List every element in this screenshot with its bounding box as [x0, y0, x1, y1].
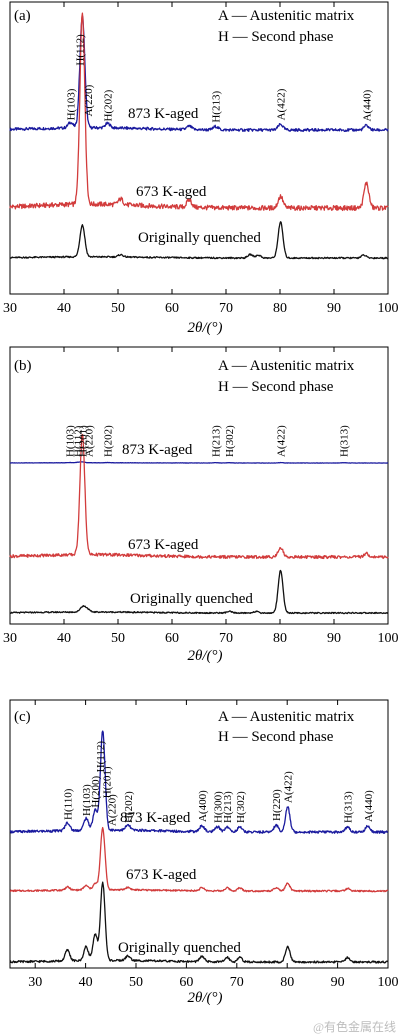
peak-annotation: H(213) — [222, 791, 234, 823]
x-tick-label: 40 — [79, 975, 93, 990]
x-tick-label: 40 — [57, 631, 71, 646]
peak-annotation: H(202) — [103, 89, 115, 121]
x-axis-label: 2θ/(°) — [187, 320, 222, 336]
series-label: 873 K-aged — [128, 106, 199, 122]
peak-annotation: A(422) — [276, 425, 288, 457]
x-tick-label: 80 — [280, 975, 294, 990]
series-label: 873 K-aged — [122, 442, 193, 458]
series-line — [9, 826, 389, 893]
x-tick-label: 100 — [378, 301, 399, 316]
x-tick-label: 70 — [230, 975, 244, 990]
peak-annotation: H(220) — [271, 789, 283, 821]
peak-annotation: H(112) — [95, 741, 107, 773]
peak-annotation: H(202) — [103, 425, 115, 457]
x-tick-label: 60 — [179, 975, 193, 990]
panel-label: (b) — [14, 358, 32, 374]
peak-annotation: H(313) — [339, 425, 351, 457]
peak-annotation: H(300) — [213, 791, 225, 823]
x-tick-label: 50 — [111, 631, 125, 646]
peak-annotation: H(103) — [64, 425, 76, 457]
panel-label: (a) — [14, 8, 31, 24]
series-line — [9, 461, 389, 464]
peak-annotation: A(400) — [197, 790, 209, 822]
series-line — [9, 12, 389, 212]
peak-annotation: H(213) — [211, 91, 223, 123]
peak-annotation: H(313) — [343, 791, 355, 823]
plot-frame — [9, 346, 389, 625]
x-tick-label: 30 — [28, 975, 42, 990]
x-tick-label: 30 — [3, 631, 17, 646]
legend-entry: A — Austenitic matrix — [218, 8, 355, 24]
series-line — [9, 221, 389, 260]
peak-annotation: H(103) — [81, 784, 93, 816]
legend-entry: H — Second phase — [218, 729, 334, 745]
peak-annotation: A(422) — [283, 771, 295, 803]
x-tick-label: 80 — [273, 301, 287, 316]
series-label: 673 K-aged — [128, 537, 199, 553]
x-tick-label: 50 — [111, 301, 125, 316]
peak-annotation: A(220) — [106, 794, 118, 826]
x-tick-label: 50 — [129, 975, 143, 990]
legend-entry: A — Austenitic matrix — [218, 358, 355, 374]
legend-entry: A — Austenitic matrix — [218, 709, 355, 725]
peak-annotation: H(201) — [101, 766, 113, 798]
peak-annotation: A(440) — [361, 89, 373, 121]
peak-annotation: A(422) — [276, 88, 288, 120]
plot-frame — [9, 699, 389, 969]
peak-annotation: H(110) — [62, 788, 74, 820]
peak-annotation: H(202) — [123, 791, 135, 823]
x-tick-label: 100 — [378, 975, 399, 990]
x-tick-label: 80 — [273, 631, 287, 646]
series-label: 673 K-aged — [126, 867, 197, 883]
panel-label: (c) — [14, 709, 31, 725]
x-tick-label: 90 — [327, 631, 341, 646]
peak-annotation: A(220) — [83, 425, 95, 457]
peak-annotation: H(112) — [75, 34, 87, 66]
series-label: 873 K-aged — [120, 810, 191, 826]
series-line — [9, 433, 389, 560]
peak-annotation: H(201) — [77, 425, 89, 457]
series-label: Originally quenched — [138, 230, 261, 246]
peak-annotation: H(112) — [73, 425, 85, 457]
x-tick-label: 40 — [57, 301, 71, 316]
x-tick-label: 30 — [3, 301, 17, 316]
series-label: Originally quenched — [130, 591, 253, 607]
x-tick-label: 100 — [378, 631, 399, 646]
series-label: 673 K-aged — [136, 184, 207, 200]
x-axis-label: 2θ/(°) — [187, 990, 222, 1006]
x-tick-label: 70 — [219, 631, 233, 646]
peak-annotation: H(103) — [65, 88, 77, 120]
peak-annotation: H(302) — [224, 425, 236, 457]
peak-annotation: H(302) — [235, 791, 247, 823]
series-line — [9, 730, 389, 834]
plot-frame — [9, 1, 389, 295]
peak-annotation: H(213) — [211, 425, 223, 457]
x-tick-label: 60 — [165, 631, 179, 646]
x-tick-label: 70 — [219, 301, 233, 316]
series-line — [9, 881, 389, 964]
x-tick-label: 90 — [331, 975, 345, 990]
x-axis-label: 2θ/(°) — [187, 648, 222, 664]
legend-entry: H — Second phase — [218, 29, 334, 45]
series-label: Originally quenched — [118, 940, 241, 956]
x-tick-label: 60 — [165, 301, 179, 316]
legend-entry: H — Second phase — [218, 379, 334, 395]
peak-annotation: H(200) — [90, 776, 102, 808]
x-tick-label: 90 — [327, 301, 341, 316]
peak-annotation: A(220) — [83, 84, 95, 116]
peak-annotation: A(440) — [363, 790, 375, 822]
watermark: @有色金属在线 — [313, 1019, 396, 1034]
series-line — [9, 14, 389, 133]
series-line — [9, 569, 389, 615]
